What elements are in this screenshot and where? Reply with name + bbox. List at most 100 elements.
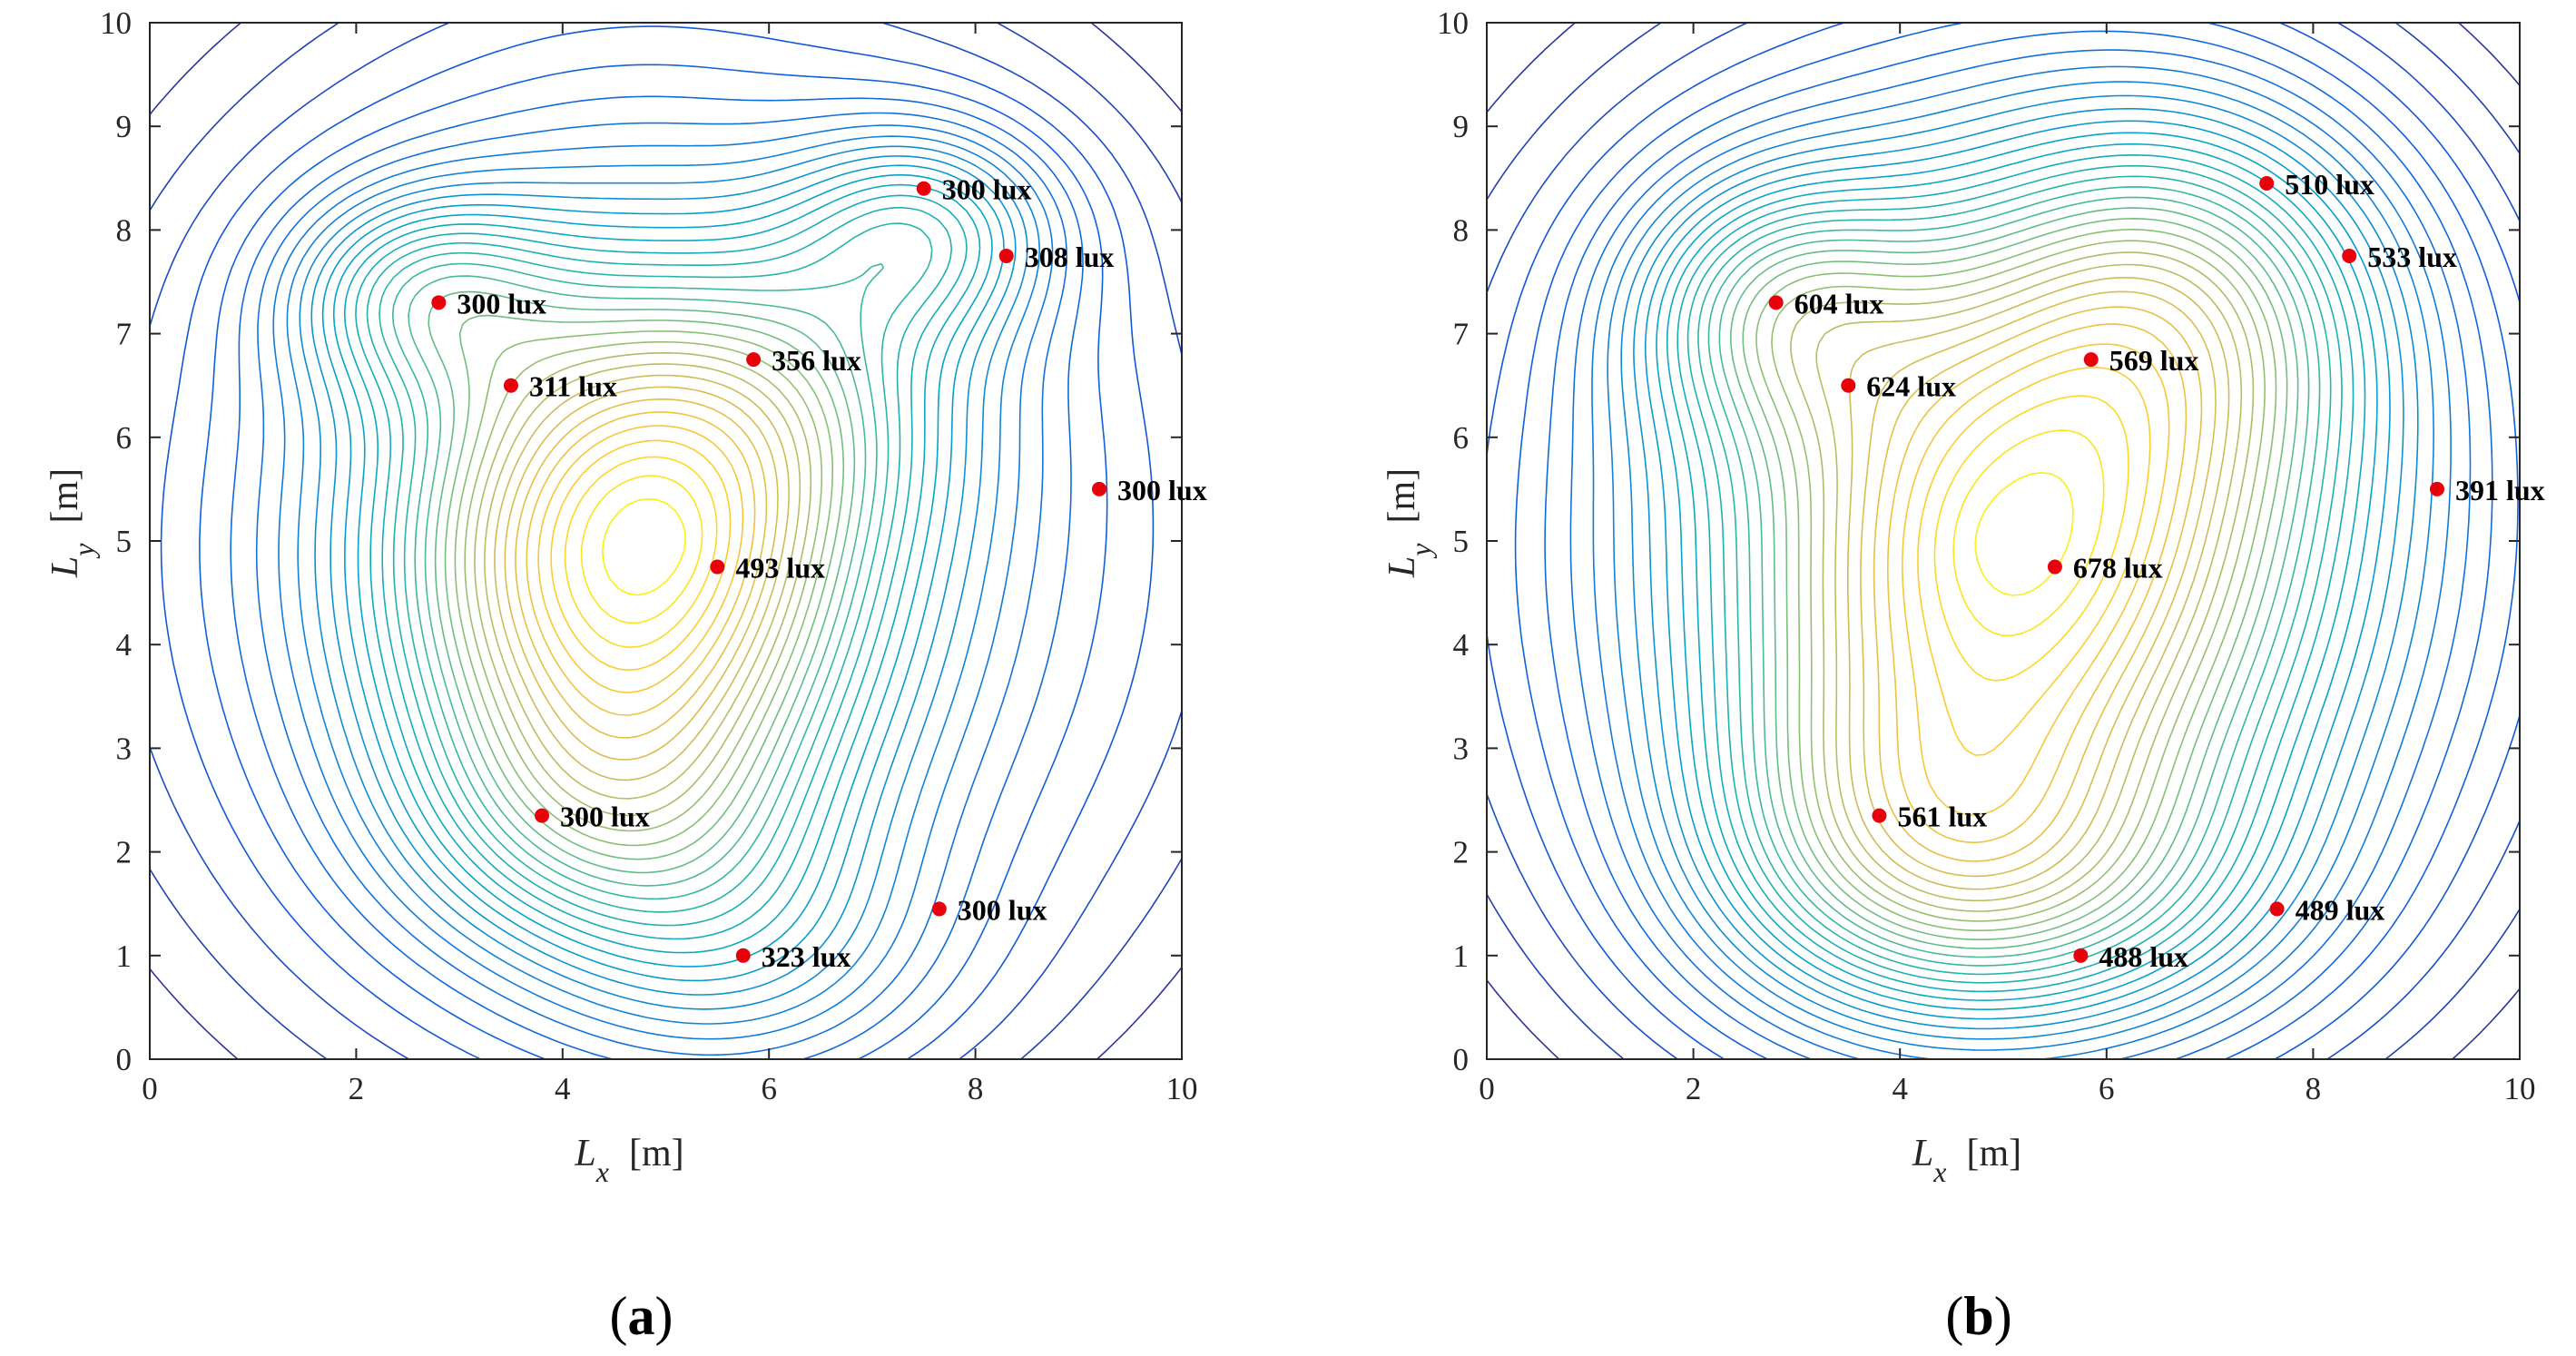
measurement-point (1872, 808, 1887, 823)
contour-line (1860, 290, 2217, 878)
x-tick-label: 0 (1479, 1071, 1495, 1106)
measurement-point (931, 901, 947, 917)
y-tick-label: 7 (1453, 317, 1470, 352)
panel-letter: a (628, 1286, 655, 1346)
contour-line (1645, 120, 2391, 1020)
point-label: 533 lux (2367, 241, 2457, 273)
y-tick-label: 3 (1453, 731, 1470, 766)
contour-line (286, 135, 1040, 1025)
y-tick-label: 10 (1437, 5, 1469, 41)
point-label: 300 lux (942, 173, 1032, 206)
x-tick-label: 2 (1686, 1071, 1702, 1106)
contour-line (1917, 367, 2151, 756)
y-axis-unit: [m] (44, 468, 86, 524)
x-tick-label: 2 (349, 1071, 365, 1106)
point-label: 308 lux (1025, 241, 1115, 273)
measurement-point (998, 248, 1014, 263)
contour-line (1933, 395, 2129, 682)
contour-line (355, 194, 968, 940)
contour-line (230, 95, 1084, 1059)
measurement-point (535, 808, 550, 823)
y-tick-label: 10 (100, 5, 132, 41)
contour-line (1569, 49, 2472, 1059)
x-tick-label: 6 (761, 1071, 777, 1106)
panel-a: 0 2 4 6 8 10 0 1 2 3 4 5 6 7 8 9 10 Lx [m] Ly [m] 300 lux 308 … (44, 5, 1207, 1346)
contour-line (1656, 132, 2378, 1010)
contour-line (1697, 175, 2332, 976)
contour-line (1730, 207, 2299, 949)
y-tick-label: 9 (116, 109, 133, 144)
point-label: 488 lux (2099, 940, 2188, 973)
contour-line (1544, 30, 2493, 1059)
x-tick-label: 10 (2504, 1071, 2536, 1106)
contour-line (310, 155, 1017, 996)
measurement-point (2269, 901, 2285, 917)
y-tick-label: 9 (1453, 109, 1470, 144)
contour-line (484, 363, 801, 800)
point-label: 604 lux (1794, 287, 1884, 319)
y-axis-symbol: L (44, 556, 86, 578)
contour-line (464, 341, 823, 832)
measurement-point (1092, 481, 1107, 496)
contour-line (1676, 154, 2355, 993)
x-tick-label: 4 (555, 1071, 571, 1106)
panel-b: 0 2 4 6 8 10 0 1 2 3 4 5 6 7 8 9 10 Lx [m] Ly [m] 510 lux 533 … (1381, 5, 2545, 1346)
contour-line (343, 183, 981, 954)
y-tick-label: 4 (116, 627, 133, 663)
point-label: 300 lux (560, 801, 650, 833)
panel-paren-open: ( (610, 1286, 628, 1346)
y-axis-subscript: y (1404, 543, 1437, 559)
measurement-point (431, 295, 447, 310)
x-tick-label: 4 (1892, 1071, 1908, 1106)
measurement-point (503, 378, 518, 393)
contour-line (504, 386, 779, 761)
point-label: 489 lux (2296, 893, 2385, 926)
contour-line (1591, 65, 2452, 1059)
contour-line (550, 439, 732, 672)
contour-line (1887, 323, 2188, 844)
x-axis-symbol: L (1912, 1133, 1933, 1174)
point-label: 356 lux (772, 344, 861, 377)
point-label: 624 lux (1866, 370, 1956, 403)
contour-field (1487, 23, 2520, 1059)
point-label: 300 lux (457, 287, 546, 319)
contour-line (1487, 23, 2520, 1059)
point-label: 678 lux (2073, 552, 2163, 585)
measurement-point (2342, 248, 2357, 263)
y-axis-label: Ly [m] (1381, 468, 1437, 578)
contour-line (526, 411, 756, 716)
y-tick-label: 1 (1453, 938, 1470, 974)
y-tick-label: 2 (1453, 835, 1470, 870)
contour-line (408, 275, 867, 887)
contour-line (444, 314, 845, 860)
contour-line (1607, 81, 2434, 1051)
measurement-point (1841, 378, 1856, 393)
contour-line (1755, 229, 2277, 931)
contour-line (272, 124, 1054, 1040)
contour-line (150, 23, 1182, 1059)
x-axis-subscript: x (1932, 1155, 1946, 1188)
contour-field (150, 23, 1182, 1059)
contour-line (255, 112, 1067, 1056)
y-tick-label: 6 (116, 420, 133, 456)
y-tick-label: 5 (1453, 524, 1470, 559)
contour-line (1718, 196, 2310, 958)
contour-line (1847, 277, 2230, 890)
y-tick-label: 8 (1453, 212, 1470, 248)
contour-line (515, 398, 768, 739)
measurement-point (916, 181, 931, 196)
measurement-point (2083, 352, 2099, 368)
contour-line (1487, 23, 2520, 1059)
x-tick-label: 6 (2099, 1071, 2115, 1106)
point-label: 311 lux (529, 370, 617, 403)
contour-line (332, 173, 993, 968)
contour-line (160, 25, 1155, 1059)
contour-line (1790, 251, 2255, 912)
y-axis-label: Ly [m] (44, 468, 100, 578)
x-axis-label: Lx [m] (574, 1133, 683, 1188)
contour-line (1707, 186, 2321, 967)
contour-line (454, 330, 833, 847)
x-axis-subscript: x (595, 1155, 609, 1188)
contour-line (150, 23, 1182, 1059)
point-label: 493 lux (735, 552, 825, 585)
